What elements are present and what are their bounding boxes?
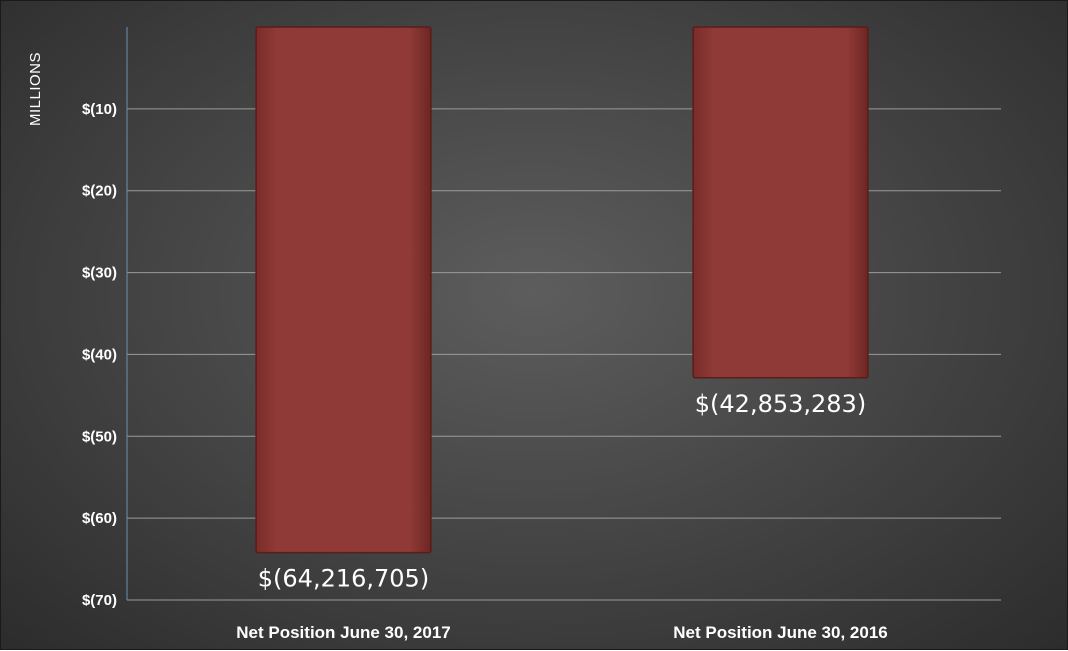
y-tick-label: $(40) bbox=[82, 346, 117, 363]
y-tick-label: $(50) bbox=[82, 428, 117, 445]
bars bbox=[255, 26, 869, 554]
bar bbox=[255, 26, 432, 554]
bar bbox=[692, 26, 869, 379]
category-label: Net Position June 30, 2017 bbox=[236, 623, 450, 642]
y-tick-label: $(70) bbox=[82, 592, 117, 609]
y-tick-label: $(10) bbox=[82, 101, 117, 118]
y-tick-label: $(60) bbox=[82, 510, 117, 527]
data-label: $(42,853,283) bbox=[695, 390, 866, 418]
category-labels: Net Position June 30, 2017 Net Position J… bbox=[236, 623, 887, 642]
data-label: $(64,216,705) bbox=[258, 565, 429, 593]
data-labels: $(64,216,705) $(42,853,283) bbox=[258, 390, 866, 593]
y-tick-label: $(20) bbox=[82, 183, 117, 200]
category-label: Net Position June 30, 2016 bbox=[673, 623, 887, 642]
y-axis-title: MILLIONS bbox=[27, 52, 44, 126]
y-tick-label: $(30) bbox=[82, 265, 117, 282]
y-tick-labels: $(10) $(20) $(30) $(40) $(50) $(60) $(70) bbox=[82, 101, 117, 609]
